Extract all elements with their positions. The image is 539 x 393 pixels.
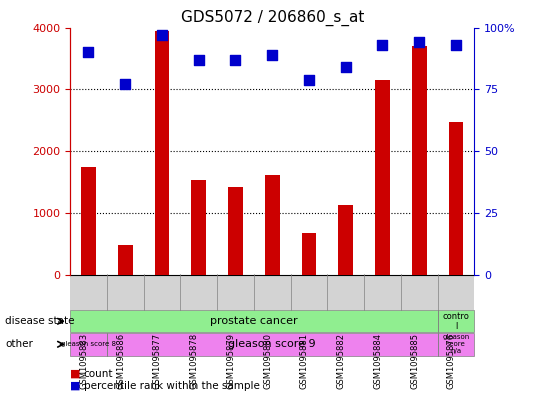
Point — [268, 51, 277, 58]
Text: GSM1095884: GSM1095884 — [374, 333, 383, 389]
Text: percentile rank within the sample: percentile rank within the sample — [84, 381, 259, 391]
Point — [157, 32, 166, 38]
Text: count: count — [84, 369, 113, 379]
Bar — [375, 80, 390, 275]
Text: GSM1095877: GSM1095877 — [153, 333, 162, 389]
Point — [121, 81, 129, 88]
Text: GSM1095886: GSM1095886 — [116, 333, 125, 389]
Bar — [338, 205, 353, 275]
Point — [341, 64, 350, 70]
Text: contro
l: contro l — [443, 312, 469, 331]
Bar — [228, 187, 243, 275]
Point — [415, 39, 424, 46]
Bar — [412, 46, 426, 275]
Text: GSM1095883: GSM1095883 — [79, 333, 88, 389]
Bar — [118, 245, 133, 275]
Text: GSM1095879: GSM1095879 — [226, 333, 236, 389]
Text: GSM1095876: GSM1095876 — [447, 333, 456, 389]
Bar — [81, 167, 96, 275]
Text: ■: ■ — [70, 369, 80, 379]
Text: gleason score 8: gleason score 8 — [61, 341, 116, 347]
Bar — [448, 122, 464, 275]
Point — [231, 57, 240, 63]
Text: prostate cancer: prostate cancer — [210, 316, 298, 326]
Point — [84, 49, 93, 55]
Text: GSM1095885: GSM1095885 — [410, 333, 419, 389]
Bar — [265, 175, 280, 275]
Text: gleason
score
n/a: gleason score n/a — [443, 334, 469, 354]
Bar — [302, 233, 316, 275]
Title: GDS5072 / 206860_s_at: GDS5072 / 206860_s_at — [181, 10, 364, 26]
Text: GSM1095881: GSM1095881 — [300, 333, 309, 389]
Text: GSM1095882: GSM1095882 — [337, 333, 345, 389]
Text: GSM1095878: GSM1095878 — [190, 333, 199, 389]
Point — [452, 42, 460, 48]
Text: gleason score 9: gleason score 9 — [229, 339, 316, 349]
Point — [305, 76, 313, 83]
Bar — [155, 31, 169, 275]
Bar — [191, 180, 206, 275]
Text: disease state: disease state — [5, 316, 75, 326]
Point — [378, 42, 387, 48]
Text: ■: ■ — [70, 381, 80, 391]
Text: other: other — [5, 339, 33, 349]
Point — [195, 57, 203, 63]
Text: GSM1095880: GSM1095880 — [263, 333, 272, 389]
